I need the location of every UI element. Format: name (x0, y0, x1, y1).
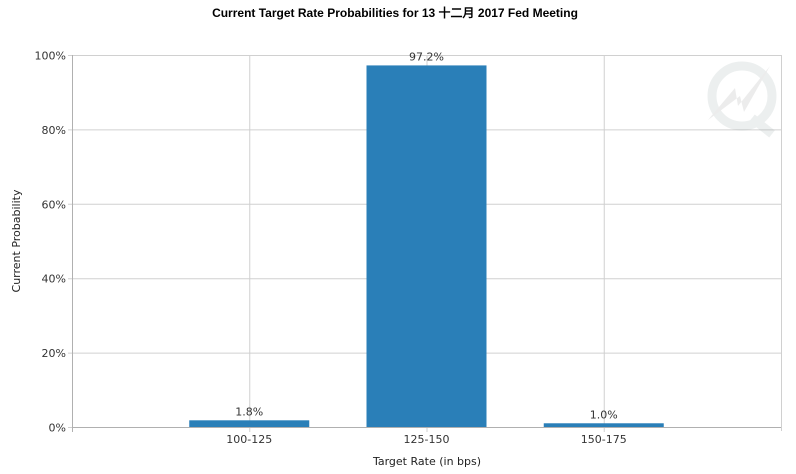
x-axis-label: Target Rate (in bps) (372, 455, 481, 468)
bar-100-125 (189, 420, 310, 427)
watermark-logo (707, 61, 777, 138)
x-tick-label: 125-150 (404, 433, 450, 446)
x-tick-label: 150-175 (581, 433, 627, 446)
y-tick-label: 20% (42, 347, 66, 360)
y-tick-label: 60% (42, 198, 66, 211)
data-label: 97.2% (409, 50, 444, 63)
y-tick-label: 80% (42, 124, 66, 137)
bar-150-175 (543, 423, 664, 427)
bar-125-150 (366, 65, 487, 427)
chart-title: Current Target Rate Probabilities for 13… (212, 5, 578, 20)
y-axis-label: Current Probability (10, 189, 23, 292)
data-label: 1.8% (235, 405, 263, 418)
data-label: 1.0% (590, 408, 618, 421)
axes: 0% 20% 40% 60% 80% 100% 100-125 125-150 150-175 (35, 50, 781, 446)
y-tick-label: 40% (42, 273, 66, 286)
x-tick-label: 100-125 (226, 433, 272, 446)
bars: 1.8% 97.2% 1.0% (189, 50, 664, 427)
y-tick-label: 100% (35, 50, 66, 63)
y-tick-label: 0% (49, 422, 66, 435)
